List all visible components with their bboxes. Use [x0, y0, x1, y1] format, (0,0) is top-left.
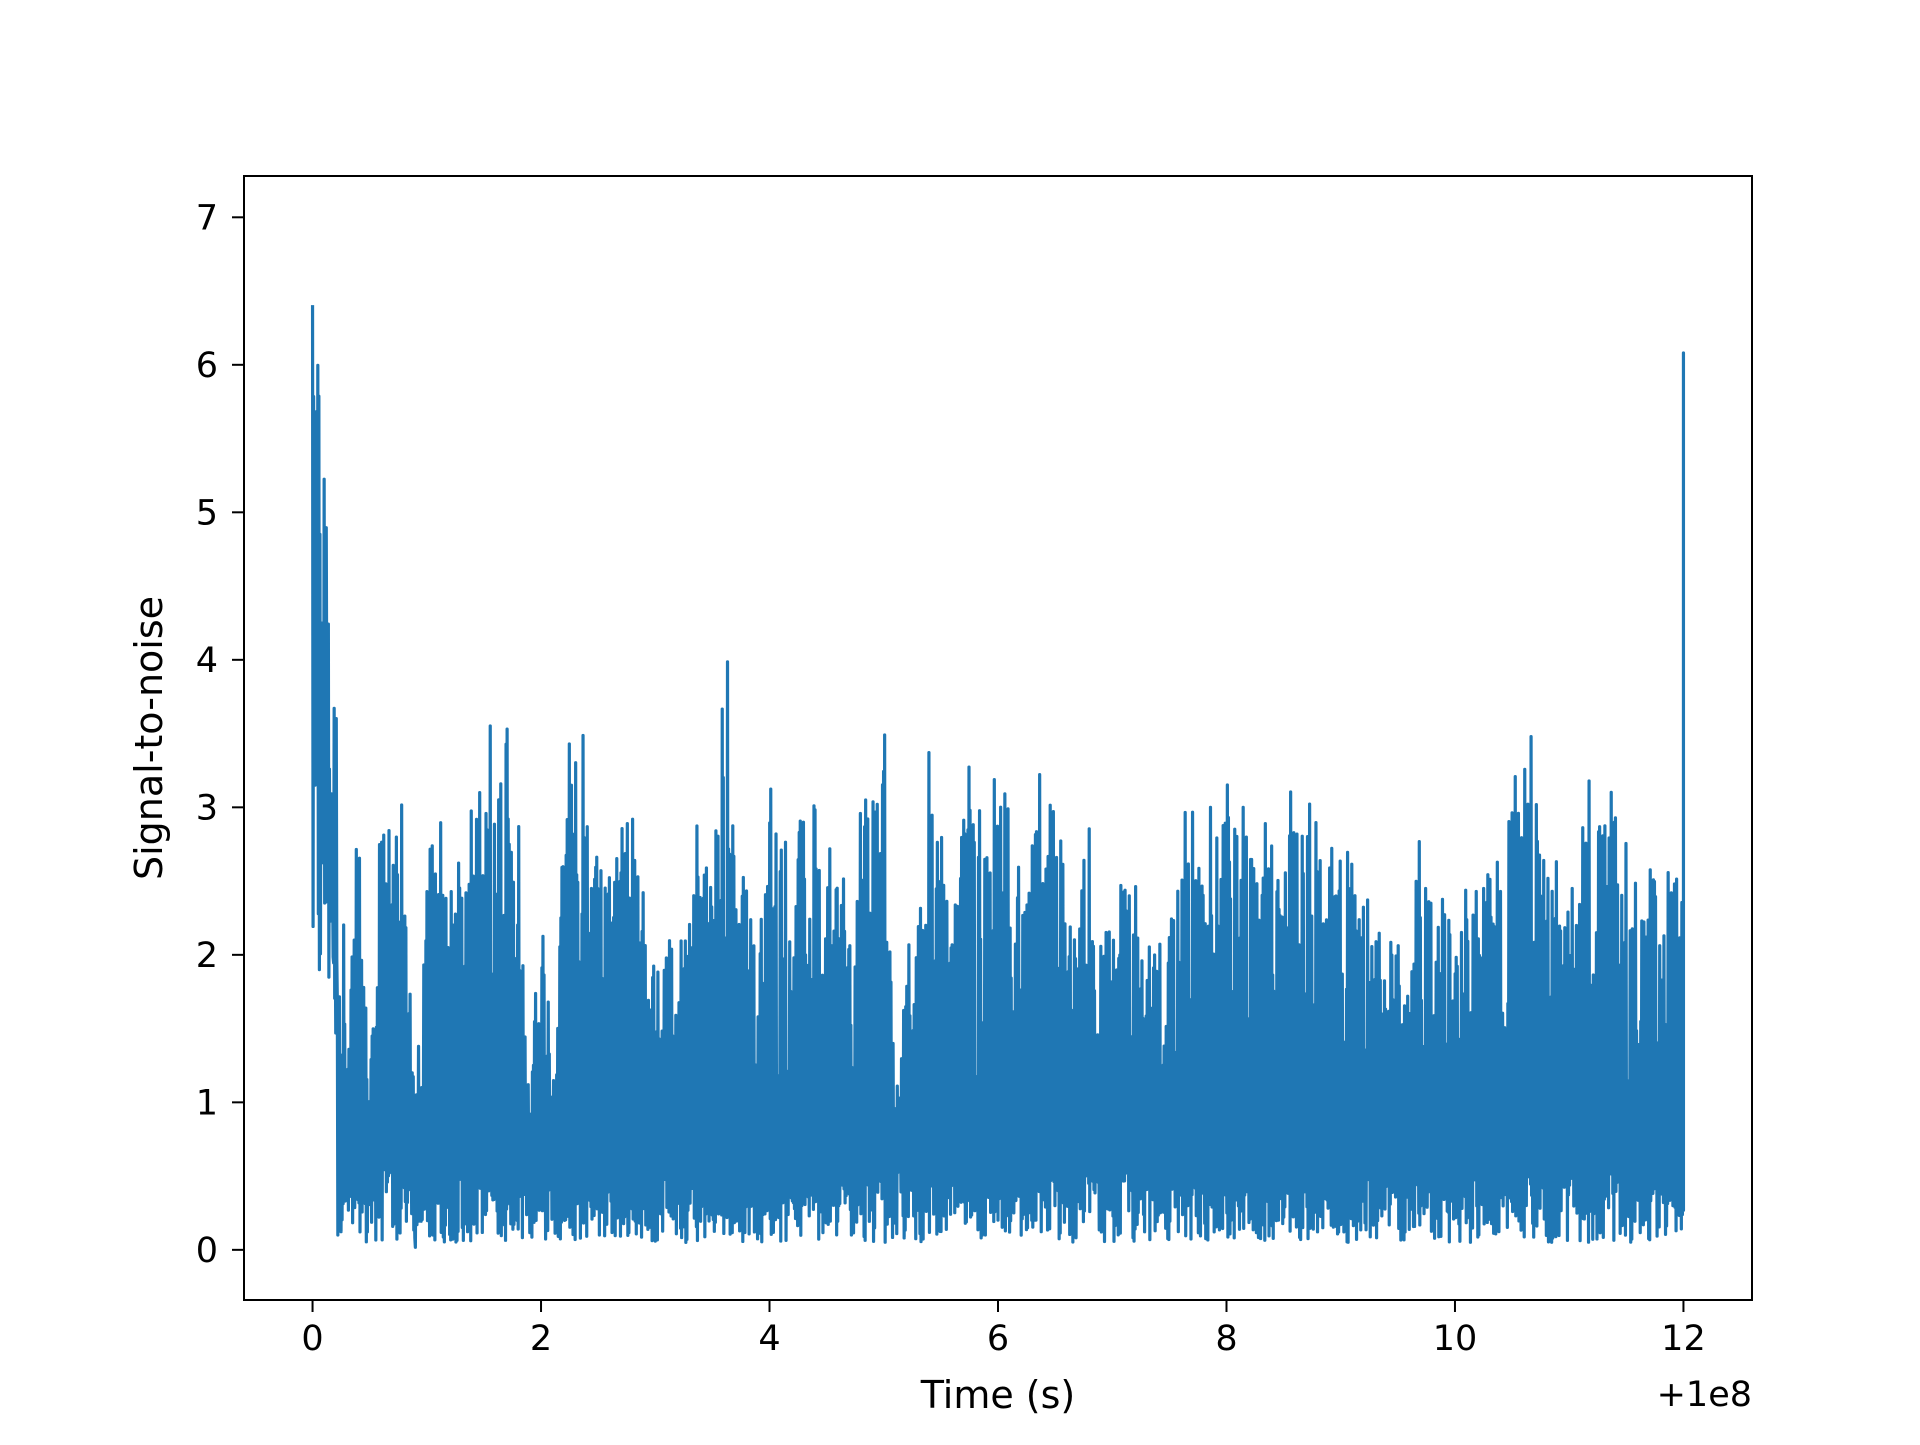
x-axis-label: Time (s) — [920, 1373, 1076, 1417]
y-tick-label: 0 — [196, 1231, 218, 1271]
y-tick-label: 2 — [196, 936, 218, 976]
plot-area — [310, 305, 1686, 1249]
x-tick-label: 6 — [987, 1319, 1009, 1359]
x-tick-label: 8 — [1215, 1319, 1237, 1359]
y-tick-label: 1 — [196, 1083, 218, 1123]
y-tick-label: 6 — [196, 346, 218, 386]
x-tick-label: 4 — [758, 1319, 780, 1359]
x-axis-offset-label: +1e8 — [1657, 1375, 1752, 1415]
y-tick-label: 5 — [196, 493, 218, 533]
x-tick-label: 0 — [301, 1319, 323, 1359]
y-tick-label: 3 — [196, 788, 218, 828]
series-line — [310, 305, 1686, 1249]
x-tick-label: 10 — [1433, 1319, 1478, 1359]
y-axis-label: Signal-to-noise — [127, 596, 171, 880]
x-tick-label: 2 — [530, 1319, 552, 1359]
y-tick-label: 4 — [196, 641, 218, 681]
y-tick-label: 7 — [196, 198, 218, 238]
x-tick-label: 12 — [1661, 1319, 1706, 1359]
